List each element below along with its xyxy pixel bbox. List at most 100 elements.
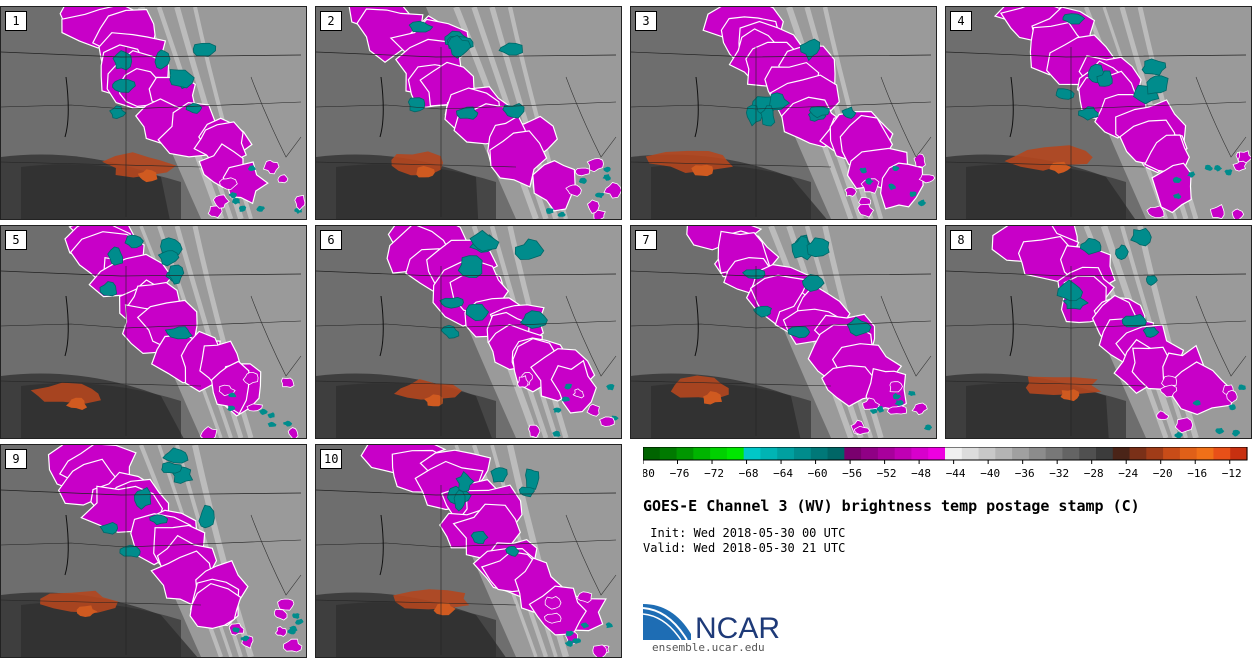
very-cold-cell <box>605 622 613 629</box>
river-line <box>379 76 384 138</box>
very-cold-cell <box>565 630 574 637</box>
very-cold-cloud <box>453 489 466 512</box>
very-cold-cell <box>553 407 562 413</box>
border-line <box>1 320 302 329</box>
very-cold-cell <box>238 205 247 212</box>
cold-cloud <box>879 162 924 210</box>
cold-cell <box>577 591 593 604</box>
colorbar-swatch <box>659 447 678 460</box>
colorbar-swatch <box>1062 447 1080 460</box>
very-cold-cloud <box>1142 326 1160 338</box>
very-cold-cloud <box>846 316 872 337</box>
cold-cell <box>860 178 880 194</box>
member-panel: 10 <box>315 444 622 658</box>
very-cold-cell <box>909 191 917 197</box>
very-cold-cell <box>918 199 927 207</box>
cold-cell <box>1232 160 1247 172</box>
url-text: ensemble.ucar.edu <box>652 641 765 654</box>
cold-cell <box>282 638 303 653</box>
very-cold-cloud <box>99 521 119 535</box>
cold-cell <box>1231 208 1245 219</box>
cold-cell <box>587 199 600 214</box>
dry-core <box>966 383 1126 438</box>
dry-pocket <box>1060 389 1080 402</box>
very-cold-cloud <box>1055 88 1075 100</box>
cold-cell <box>913 153 926 168</box>
very-cold-cloud <box>801 273 825 292</box>
member-label: 10 <box>320 449 343 469</box>
cold-cell <box>575 167 591 177</box>
very-cold-cell <box>602 174 611 181</box>
border-line <box>946 320 1247 329</box>
member-panel: 4 <box>945 6 1252 220</box>
very-cold-cloud <box>465 303 490 322</box>
colorbar-tick-label: −56 <box>842 467 862 480</box>
lake-outline <box>565 295 617 377</box>
cold-cell <box>277 598 295 611</box>
very-cold-cloud <box>198 504 215 529</box>
member-label: 4 <box>950 11 972 31</box>
cold-cell <box>294 194 306 211</box>
dry-pocket <box>66 397 88 410</box>
border-line <box>946 270 1247 277</box>
member-label: 8 <box>950 230 972 250</box>
very-cold-cell <box>580 622 589 629</box>
border-line <box>316 489 617 496</box>
lake-outline <box>565 514 617 596</box>
river-line <box>694 76 699 138</box>
cold-cell <box>273 608 288 621</box>
colorbar-swatch <box>844 447 862 460</box>
dry-pocket <box>433 602 456 616</box>
border-line <box>631 101 932 110</box>
very-cold-cell <box>870 408 878 414</box>
very-cold-cell <box>247 165 256 172</box>
very-cold-cell <box>865 178 874 185</box>
very-cold-cloud <box>753 305 773 318</box>
figure-title: GOES-E Channel 3 (WV) brightness temp po… <box>643 497 1140 515</box>
lake-outline <box>880 76 932 158</box>
colorbar-tick-label: −48 <box>911 467 931 480</box>
very-cold-cloud <box>806 237 830 258</box>
very-cold-cloud <box>745 104 764 127</box>
very-cold-cloud <box>769 92 791 111</box>
member-label: 5 <box>5 230 27 250</box>
river-line <box>379 514 384 576</box>
very-cold-cell <box>578 177 587 184</box>
very-cold-cell <box>232 198 241 205</box>
very-cold-cloud <box>1079 237 1102 255</box>
very-cold-cloud <box>1115 244 1129 261</box>
very-cold-cell <box>1187 171 1196 178</box>
very-cold-cloud <box>164 326 193 340</box>
very-cold-cloud <box>1130 227 1152 247</box>
colorbar-tick-label: −24 <box>1118 467 1138 480</box>
very-cold-cloud <box>741 268 766 280</box>
cold-cell <box>242 372 259 386</box>
very-cold-cloud <box>162 447 189 464</box>
wv-imagery <box>631 226 936 438</box>
colorbar-tick-label: −32 <box>1049 467 1069 480</box>
colorbar-swatch <box>894 447 913 460</box>
river-line <box>1009 295 1014 357</box>
cold-cell <box>212 194 230 209</box>
very-cold-cell <box>859 167 867 174</box>
cold-cell <box>287 427 299 438</box>
very-cold-cell <box>557 211 566 217</box>
dry-pocket <box>1004 145 1093 171</box>
wv-imagery <box>946 7 1251 219</box>
river-line <box>1009 76 1014 138</box>
cold-cell <box>1156 410 1170 421</box>
dry-pocket <box>137 169 158 183</box>
ncar-logo: NCAR <box>643 604 780 642</box>
very-cold-cell <box>228 192 237 199</box>
colorbar-tick-label: −20 <box>1153 467 1173 480</box>
very-cold-cell <box>292 613 300 619</box>
very-cold-cell <box>267 412 275 419</box>
border-line <box>316 539 617 548</box>
very-cold-cell <box>1231 429 1241 437</box>
member-panel: 3 <box>630 6 937 220</box>
colorbar-swatch <box>1196 447 1215 460</box>
very-cold-cloud <box>1121 313 1147 328</box>
very-cold-cell <box>287 628 296 635</box>
very-cold-cell <box>267 421 277 427</box>
very-cold-cloud <box>109 105 127 120</box>
